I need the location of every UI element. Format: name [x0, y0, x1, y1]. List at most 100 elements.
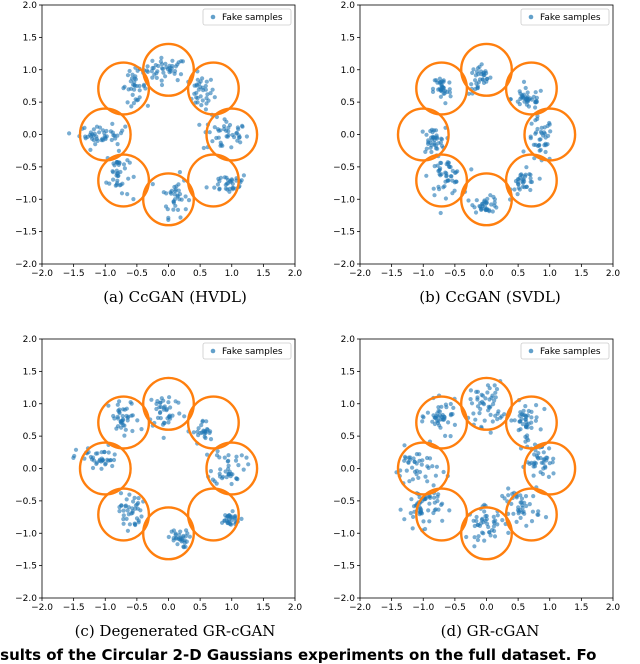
scatter-point [118, 491, 124, 496]
scatter-point [493, 413, 498, 418]
scatter-point [160, 66, 165, 71]
scatter-point [236, 463, 241, 468]
scatter-point [93, 451, 99, 456]
scatter-point [229, 145, 234, 150]
scatter-point [166, 534, 171, 540]
scatter-point [200, 98, 205, 103]
scatter-point [226, 133, 231, 138]
scatter-point [420, 414, 425, 419]
scatter-point [533, 418, 539, 423]
y-tick-label: −2.0 [333, 260, 355, 270]
scatter-point [512, 187, 517, 192]
scatter-point [488, 75, 493, 80]
scatter-point [180, 538, 185, 543]
scatter-point [177, 170, 182, 175]
legend-marker [528, 14, 534, 20]
scatter-point [204, 101, 209, 106]
region-circle [396, 441, 450, 496]
scatter-point [109, 137, 114, 143]
scatter-point [482, 73, 487, 78]
scatter-point [130, 92, 135, 97]
scatter-point [176, 400, 181, 405]
region-circle [504, 61, 558, 116]
scatter-point [438, 166, 443, 171]
scatter-point [195, 96, 200, 101]
scatter-point [226, 129, 231, 134]
legend-box [202, 342, 292, 360]
legend-label: Fake samples [222, 13, 283, 23]
scatter-point [412, 459, 417, 464]
scatter-point [506, 486, 511, 491]
scatter-point [502, 496, 507, 501]
scatter-point [541, 457, 546, 462]
scatter-point [454, 179, 459, 184]
scatter-point [423, 149, 428, 154]
legend-label: Fake samples [540, 13, 601, 23]
scatter-point [432, 508, 437, 513]
scatter-point [224, 181, 229, 186]
scatter-point [495, 417, 500, 422]
y-tick-label: −2.0 [15, 260, 37, 270]
scatter-point [466, 198, 471, 203]
scatter-point [208, 469, 213, 474]
scatter-point [125, 192, 130, 197]
scatter-point [527, 172, 532, 177]
scatter-point [130, 428, 135, 434]
region-circle [460, 506, 514, 561]
scatter-point [543, 464, 548, 469]
scatter-point [537, 176, 542, 181]
scatter-point [543, 515, 549, 520]
region-circle [186, 395, 240, 450]
scatter-point [115, 133, 120, 138]
scatter-point [210, 87, 215, 92]
scatter-point [128, 79, 133, 84]
region-circle [141, 506, 195, 561]
region-circle [504, 395, 558, 450]
scatter-point [124, 516, 129, 522]
y-tick-label: 1.5 [341, 33, 355, 43]
scatter-point [435, 163, 440, 168]
scatter-point [125, 158, 130, 163]
x-tick-label: −2.0 [31, 269, 53, 279]
scatter-point [182, 414, 187, 419]
scatter-point [110, 463, 115, 469]
scatter-point [208, 77, 213, 82]
x-tick-label: −1.5 [381, 603, 403, 613]
scatter-point [525, 90, 530, 95]
scatter-point [164, 407, 169, 412]
scatter-point [475, 86, 480, 91]
scatter-point [106, 450, 111, 455]
scatter-point [492, 398, 497, 403]
scatter-point [120, 413, 125, 419]
scatter-point [524, 422, 530, 427]
region-circle [186, 153, 240, 208]
x-tick-label: −2.0 [349, 269, 371, 279]
scatter-point [482, 502, 487, 507]
scatter-point [535, 126, 540, 132]
scatter-point [477, 411, 482, 416]
scatter-point [112, 452, 117, 457]
scatter-point [131, 174, 136, 179]
scatter-point [530, 509, 536, 514]
scatter-point [165, 416, 170, 421]
region-circle [415, 395, 469, 450]
scatter-point [230, 509, 235, 514]
scatter-point [426, 465, 431, 470]
x-tick-label: 1.5 [574, 269, 588, 279]
scatter-point [236, 127, 241, 132]
scatter-point [110, 121, 115, 126]
y-tick-label: 0.0 [23, 131, 38, 141]
scatter-point [409, 497, 414, 502]
region-circle [97, 61, 151, 116]
scatter-point [444, 405, 449, 410]
y-tick-label: 1.0 [23, 66, 38, 76]
scatter-point [542, 406, 547, 412]
scatter-point [218, 175, 223, 180]
scatter-point [115, 402, 120, 407]
scatter-point [438, 210, 443, 216]
scatter-point [482, 509, 487, 514]
scatter-point [424, 132, 429, 137]
scatter-point [515, 99, 520, 104]
scatter-point [161, 70, 166, 75]
